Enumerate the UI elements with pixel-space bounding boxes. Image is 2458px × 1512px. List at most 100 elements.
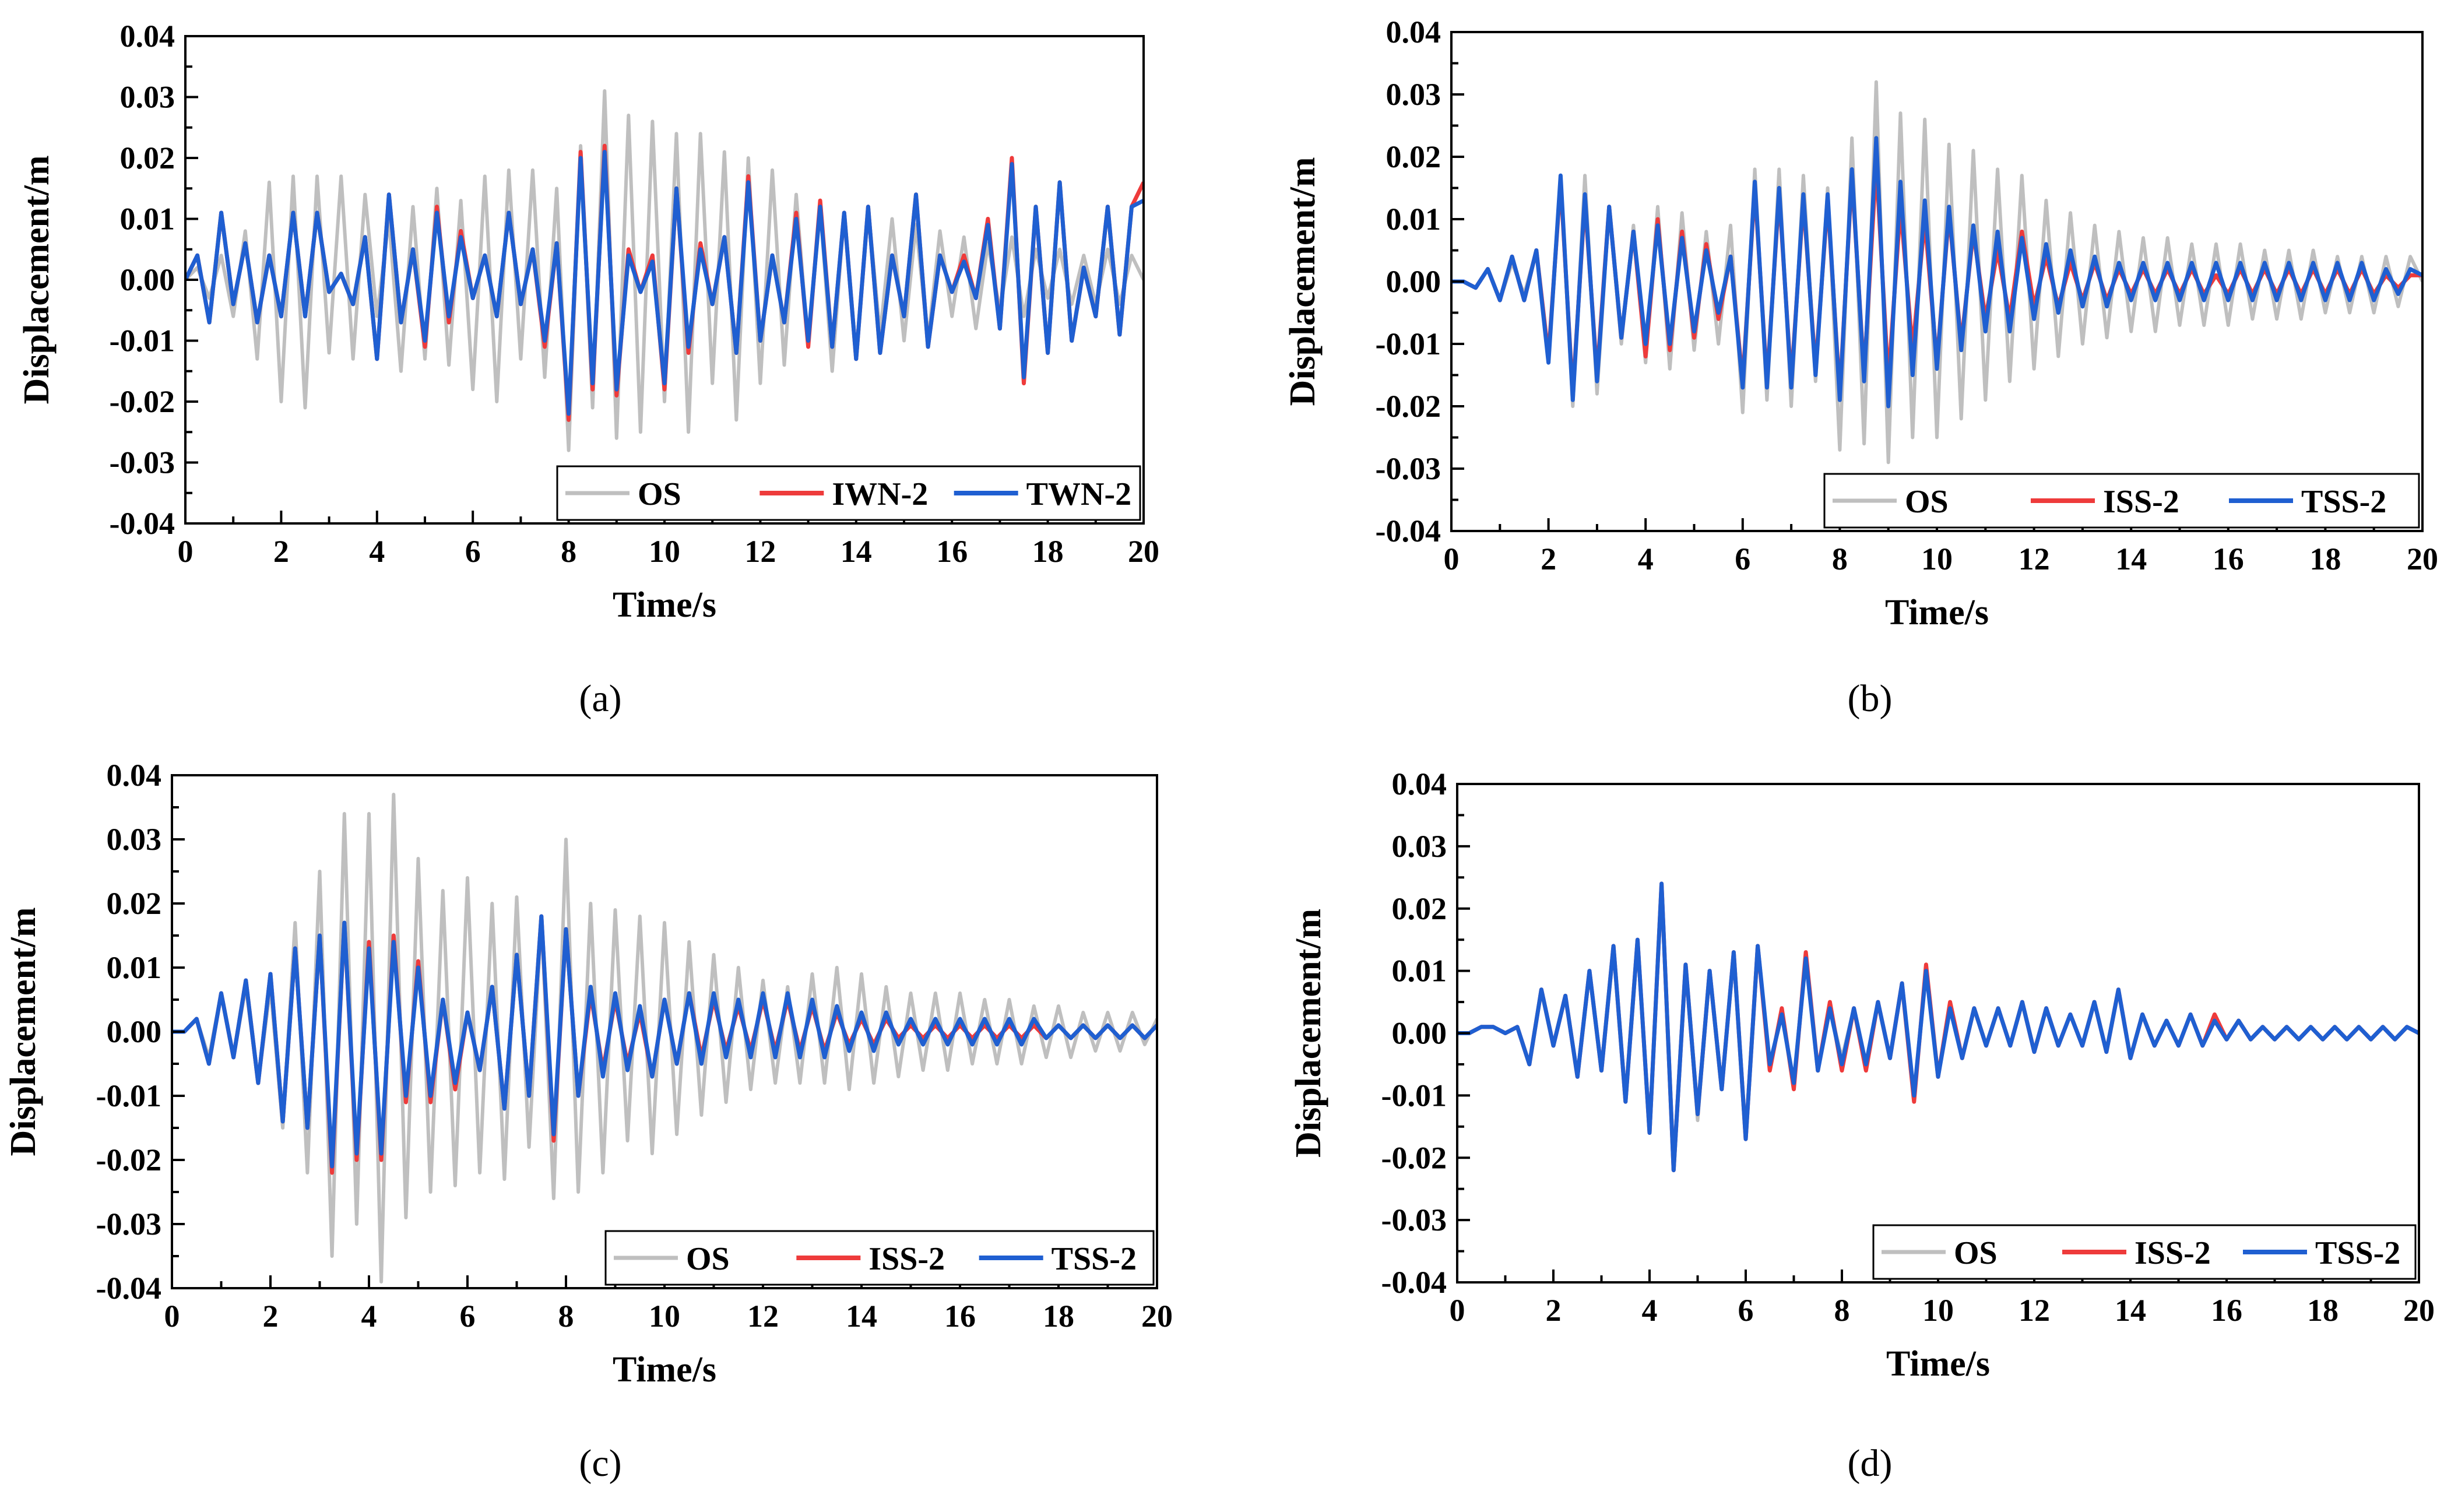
panel-caption: (b) bbox=[1848, 677, 1893, 720]
series-line-tss-2 bbox=[1457, 881, 2419, 1173]
legend-label-os: OS bbox=[686, 1241, 730, 1277]
legend-box bbox=[604, 1230, 1155, 1286]
x-tick-label: 20 bbox=[1128, 534, 1159, 569]
y-tick-label: 0.00 bbox=[1386, 264, 1441, 299]
series-line-os bbox=[185, 89, 1144, 452]
y-tick-label: 0.03 bbox=[107, 822, 162, 857]
plot-frame bbox=[1450, 31, 2424, 532]
x-tick-label: 18 bbox=[2307, 1293, 2339, 1328]
legend-box bbox=[1872, 1224, 2417, 1280]
y-tick-label: -0.01 bbox=[1381, 1078, 1447, 1113]
y-tick-label: 0.04 bbox=[1386, 15, 1441, 50]
y-tick-label: -0.03 bbox=[1376, 451, 1441, 486]
y-tick-label: 0.03 bbox=[120, 80, 175, 115]
x-tick-label: 4 bbox=[369, 534, 385, 569]
y-tick-label: 0.04 bbox=[107, 758, 162, 793]
legend-label-tss-2: TSS-2 bbox=[1052, 1241, 1137, 1277]
y-tick-label: 0.04 bbox=[120, 19, 175, 54]
legend-label-tss-2: TSS-2 bbox=[2301, 484, 2386, 520]
plot-frame bbox=[171, 774, 1158, 1289]
series-line-os bbox=[1457, 882, 2419, 1172]
y-tick-label: 0.01 bbox=[107, 950, 162, 985]
x-tick-label: 10 bbox=[649, 1299, 680, 1334]
x-tick-label: 12 bbox=[2019, 1293, 2050, 1328]
series-line-tss-2 bbox=[1451, 136, 2422, 409]
x-tick-label: 2 bbox=[263, 1299, 279, 1334]
y-tick-label: -0.04 bbox=[1381, 1265, 1447, 1300]
x-tick-label: 4 bbox=[361, 1299, 377, 1334]
legend: OS ISS-2 TSS-2 bbox=[1823, 473, 2420, 529]
y-tick-label: -0.04 bbox=[96, 1271, 161, 1306]
y-tick-label: -0.04 bbox=[110, 506, 175, 541]
y-tick-label: -0.03 bbox=[1381, 1202, 1447, 1237]
chart-panel-3: 0 2 4 6 8 10 12 14 16 18 20 -0.04 -0.03 -0.02 -0.01 0.0… bbox=[3, 758, 1173, 1485]
x-tick-label: 4 bbox=[1642, 1293, 1658, 1328]
x-tick-label: 10 bbox=[1922, 1293, 1954, 1328]
legend-label-iss-2: ISS-2 bbox=[2103, 484, 2179, 520]
legend: OS IWN-2 TWN-2 bbox=[556, 465, 1141, 521]
y-tick-label: 0.01 bbox=[1386, 202, 1441, 237]
x-tick-label: 12 bbox=[2019, 541, 2050, 576]
legend: OS ISS-2 TSS-2 bbox=[604, 1230, 1155, 1286]
series-line-os bbox=[172, 793, 1157, 1284]
x-tick-label: 12 bbox=[744, 534, 776, 569]
y-tick-label: -0.01 bbox=[1376, 326, 1441, 361]
y-tick-label: 0.02 bbox=[1392, 891, 1447, 926]
x-tick-label: 0 bbox=[1450, 1293, 1465, 1328]
x-tick-label: 12 bbox=[747, 1299, 779, 1334]
y-tick-label: 0.04 bbox=[1392, 766, 1447, 801]
y-tick-label: 0.02 bbox=[120, 140, 175, 175]
x-tick-label: 14 bbox=[2115, 1293, 2146, 1328]
series-line-tss-2 bbox=[172, 914, 1157, 1169]
x-tick-label: 18 bbox=[1043, 1299, 1074, 1334]
x-tick-label: 6 bbox=[1738, 1293, 1754, 1328]
legend-label-twn-2: TWN-2 bbox=[1026, 476, 1131, 512]
x-tick-label: 8 bbox=[1834, 1293, 1850, 1328]
legend-label-iss-2: ISS-2 bbox=[2135, 1235, 2211, 1271]
legend-box bbox=[1823, 473, 2420, 529]
x-tick-label: 20 bbox=[2407, 541, 2438, 576]
y-tick-label: 0.00 bbox=[1392, 1016, 1447, 1051]
chart-panel-2: 0 2 4 6 8 10 12 14 16 18 20 -0.04 -0.03 -0.02 -0.01 0.0… bbox=[1283, 15, 2438, 720]
y-axis-label: Displacement/m bbox=[1283, 157, 1323, 406]
y-tick-label: -0.02 bbox=[96, 1142, 161, 1177]
legend-box bbox=[556, 465, 1141, 521]
y-axis-label: Displacement/m bbox=[3, 907, 43, 1156]
series-line-iss-2 bbox=[1457, 881, 2419, 1173]
x-tick-label: 8 bbox=[558, 1299, 574, 1334]
series-group bbox=[172, 793, 1157, 1284]
x-tick-label: 0 bbox=[1444, 541, 1460, 576]
y-tick-label: 0.00 bbox=[107, 1014, 162, 1049]
y-tick-label: 0.03 bbox=[1386, 77, 1441, 112]
y-tick-label: 0.03 bbox=[1392, 829, 1447, 864]
x-tick-label: 6 bbox=[465, 534, 481, 569]
x-tick-label: 0 bbox=[178, 534, 194, 569]
x-tick-label: 4 bbox=[1638, 541, 1654, 576]
x-tick-label: 2 bbox=[1541, 541, 1556, 576]
legend-label-os: OS bbox=[1954, 1235, 1998, 1271]
y-tick-label: 0.01 bbox=[1392, 954, 1447, 989]
x-axis-label: Time/s bbox=[613, 1350, 716, 1390]
x-tick-label: 6 bbox=[460, 1299, 476, 1334]
y-tick-label: -0.02 bbox=[1381, 1140, 1447, 1175]
chart-panel-4: 0 2 4 6 8 10 12 14 16 18 20 -0.04 -0.03 -0.02 -0.01 0.0… bbox=[1289, 766, 2435, 1485]
y-axis-label: Displacement/m bbox=[17, 155, 57, 404]
legend-label-iwn-2: IWN-2 bbox=[832, 476, 928, 512]
y-tick-label: 0.00 bbox=[120, 262, 175, 297]
x-tick-label: 8 bbox=[561, 534, 576, 569]
x-axis-label: Time/s bbox=[613, 585, 716, 625]
x-tick-label: 10 bbox=[649, 534, 680, 569]
x-tick-label: 20 bbox=[1141, 1299, 1173, 1334]
series-line-os bbox=[1451, 80, 2422, 465]
x-axis-label: Time/s bbox=[1885, 593, 1989, 632]
x-axis-label: Time/s bbox=[1886, 1344, 1990, 1384]
y-tick-label: -0.02 bbox=[110, 384, 175, 419]
x-tick-label: 2 bbox=[1546, 1293, 1562, 1328]
legend: OS ISS-2 TSS-2 bbox=[1872, 1224, 2417, 1280]
panel-caption: (c) bbox=[579, 1442, 621, 1485]
y-tick-label: 0.02 bbox=[107, 886, 162, 921]
x-tick-label: 20 bbox=[2403, 1293, 2435, 1328]
x-tick-label: 2 bbox=[273, 534, 289, 569]
y-axis-label: Displacement/m bbox=[1289, 909, 1328, 1158]
y-tick-label: -0.01 bbox=[96, 1078, 161, 1113]
